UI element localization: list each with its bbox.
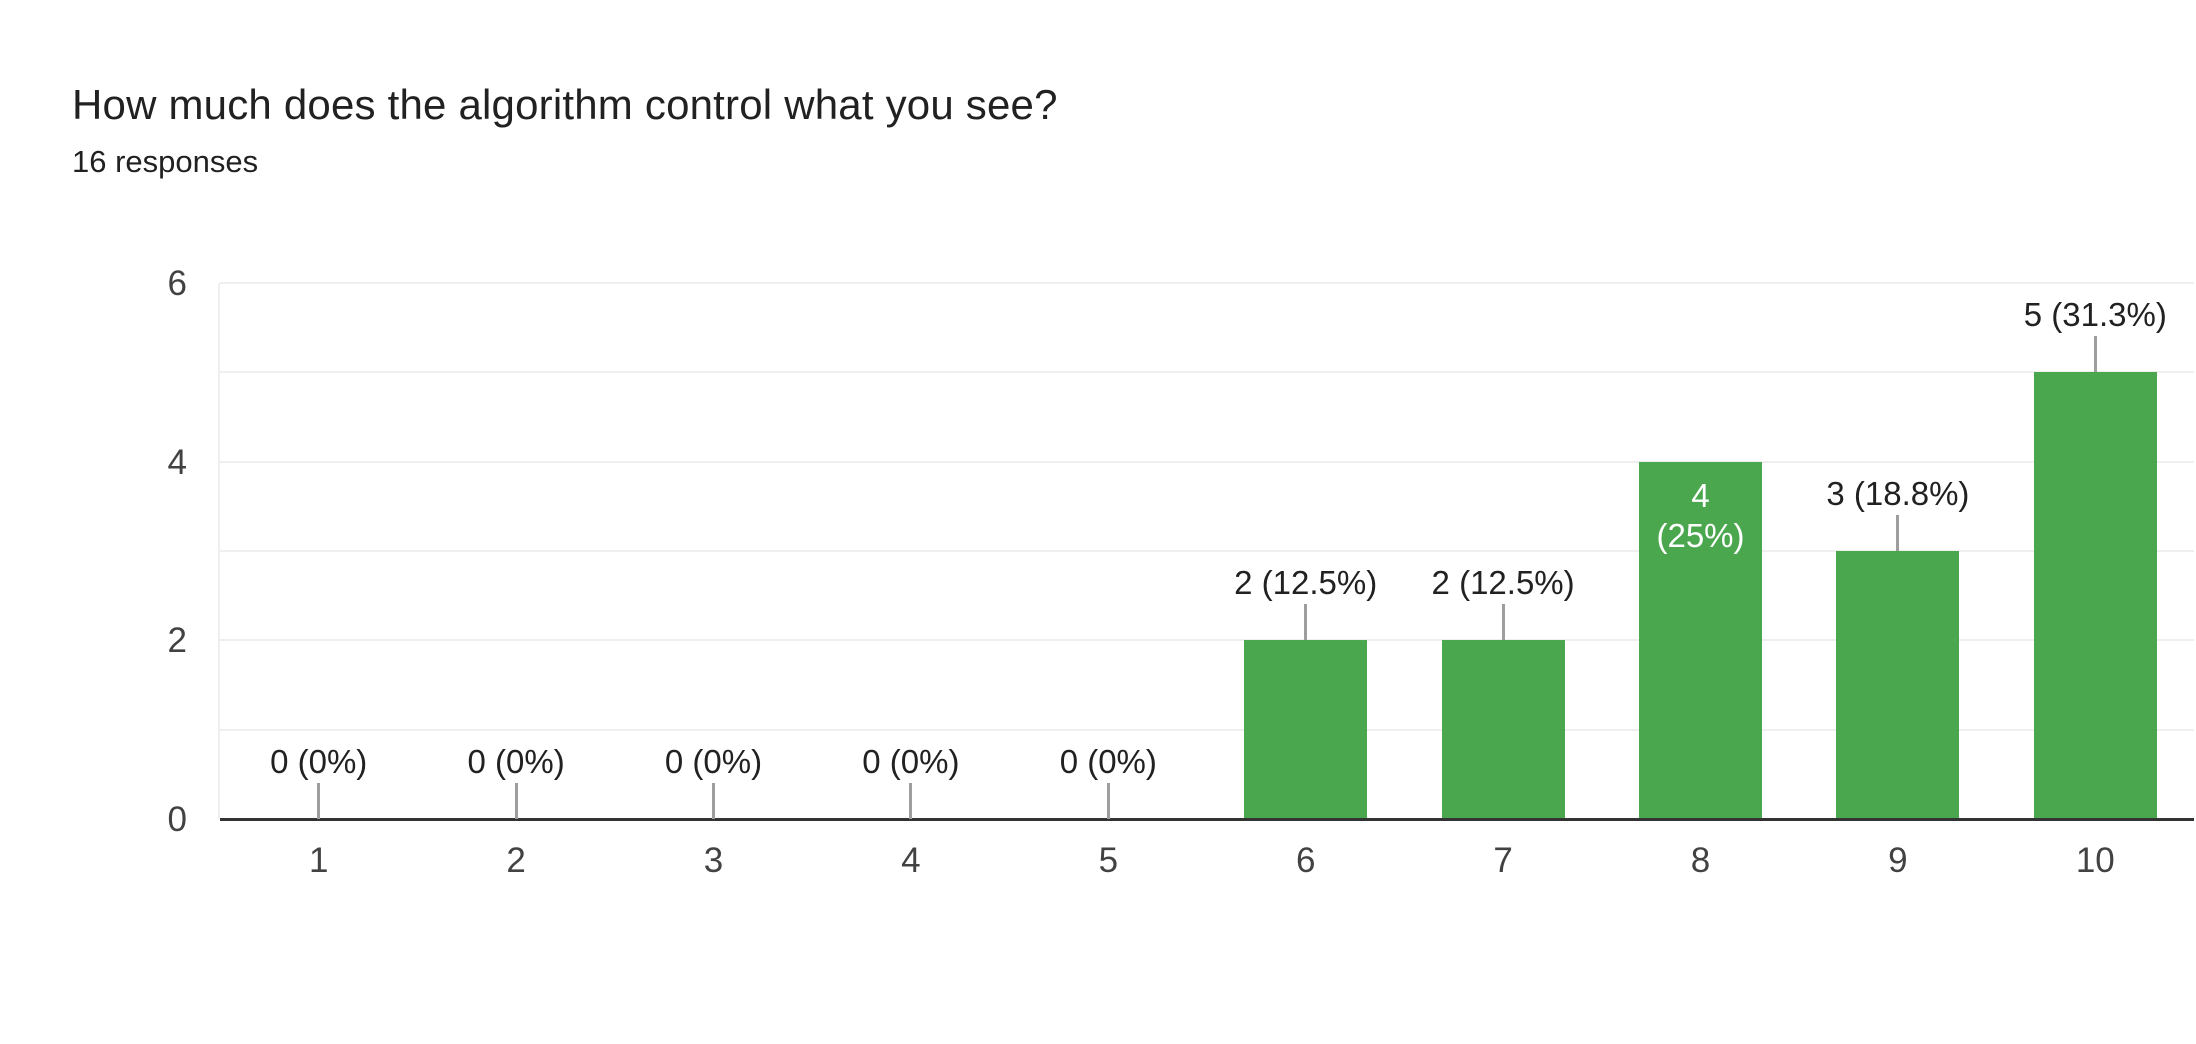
label-leader-line [909,783,913,819]
bar-value-label: 3 (18.8%) [1826,475,1970,512]
gridline [220,282,2194,284]
label-leader-line [1106,783,1110,819]
label-leader-line [2093,336,2097,373]
question-title: How much does the algorithm control what… [72,81,1058,128]
plot-left-edge [218,283,220,819]
y-axis-tick-label: 6 [167,264,187,303]
bar[interactable] [1639,461,1762,819]
label-leader-line [317,783,321,819]
x-axis-tick-label: 5 [1098,841,1119,880]
label-leader-line [1304,604,1308,641]
bar[interactable] [2033,372,2157,819]
y-axis-tick-label: 2 [167,621,187,661]
gridline [220,639,2194,642]
bar[interactable] [1836,551,1960,819]
bar-value-label: 0 (0%) [1059,743,1157,780]
bar-value-label: 0 (0%) [862,743,960,780]
label-leader-line [1501,604,1505,641]
x-axis-tick-label: 6 [1295,841,1316,880]
bar-value-label: 5 (31.3%) [2023,296,2167,334]
x-axis-tick-label: 3 [703,841,724,880]
label-leader-line [712,783,715,819]
x-axis-line [220,818,2194,821]
bar[interactable] [1244,640,1368,819]
bar-value-label: 4 (25%) [1656,476,1745,554]
bar-value-label: 0 (0%) [467,743,565,780]
gridline [220,550,2194,552]
y-axis-tick-label: 4 [167,442,187,482]
gridline [220,728,2194,731]
x-axis-tick-label: 2 [506,841,526,880]
gridline [220,460,2194,463]
bar[interactable] [1441,640,1565,819]
y-axis-tick-label: 0 [167,800,187,839]
bar-value-label: 0 (0%) [270,743,368,780]
label-leader-line [1896,515,1900,551]
x-axis-tick-label: 8 [1690,841,1711,880]
x-axis-tick-label: 10 [2075,841,2115,880]
bar-value-label: 0 (0%) [664,743,763,780]
response-count: 16 responses [72,144,259,179]
bar-value-label: 2 (12.5%) [1234,564,1378,602]
x-axis-tick-label: 1 [308,841,329,880]
bar-value-label: 2 (12.5%) [1431,564,1575,602]
gridline [220,371,2194,374]
label-leader-line [514,783,518,819]
x-axis-tick-label: 4 [901,841,921,880]
x-axis-tick-label: 9 [1888,841,1908,880]
x-axis-tick-label: 7 [1493,841,1513,880]
